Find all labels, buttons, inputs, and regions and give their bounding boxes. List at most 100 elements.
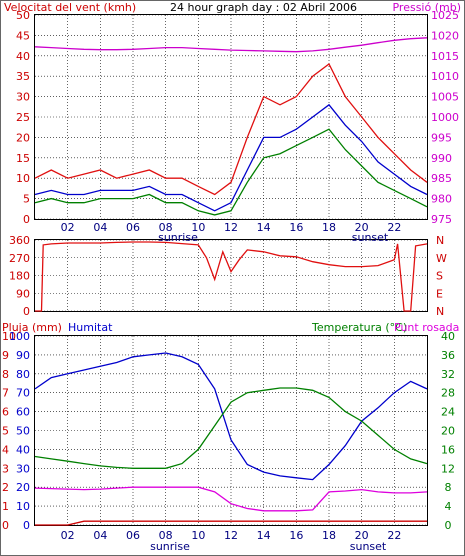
x-tick-label-bottom: 22 xyxy=(387,529,401,542)
wind-tick-label: 35 xyxy=(16,70,30,83)
x-tick-label-top: 22 xyxy=(387,221,401,234)
temperature-tick-label: 24 xyxy=(441,406,455,419)
rain-tick-label: 3 xyxy=(2,462,9,475)
pressure-tick-label: 1025 xyxy=(431,9,459,22)
x-tick-label-top: 02 xyxy=(61,221,75,234)
rain-tick-label: 7 xyxy=(2,387,9,400)
wind-panel-frame xyxy=(34,14,428,220)
x-tick-label-top: 16 xyxy=(289,221,303,234)
wind-tick-label: 30 xyxy=(16,91,30,104)
wind-tick-label: 20 xyxy=(16,131,30,144)
series-line-gust xyxy=(34,103,428,212)
wind-tick-label: 5 xyxy=(23,193,30,206)
pressure-tick-label: 975 xyxy=(431,213,452,226)
direction-tick-label: 90 xyxy=(16,287,30,300)
pressure-tick-label: 980 xyxy=(431,193,452,206)
rain-tick-label: 1 xyxy=(2,500,9,513)
temperature-tick-label: 40 xyxy=(441,330,455,343)
series-line-dewpoint xyxy=(34,486,428,512)
temperature-tick-label: 0 xyxy=(445,519,452,532)
x-tick-label-bottom: 20 xyxy=(355,529,369,542)
direction-tick-label: 270 xyxy=(9,252,30,265)
series-line-pressure xyxy=(34,37,428,53)
compass-tick-label: N xyxy=(436,234,444,247)
direction-tick-label: 180 xyxy=(9,270,30,283)
x-tick-label-bottom: 10 xyxy=(191,529,205,542)
pressure-tick-label: 1015 xyxy=(431,50,459,63)
x-tick-label-top: 18 xyxy=(322,221,336,234)
x-tick-label-top: 20 xyxy=(355,221,369,234)
wind-tick-label: 45 xyxy=(16,29,30,42)
rain-tick-label: 2 xyxy=(2,481,9,494)
wind-speed-label: Velocitat del vent (kmh) xyxy=(4,1,136,14)
series-layer xyxy=(34,37,428,526)
sunset-label-top: sunset xyxy=(352,231,389,244)
rain-tick-label: 0 xyxy=(2,519,9,532)
temperature-tick-label: 28 xyxy=(441,387,455,400)
wind-tick-label: 15 xyxy=(16,152,30,165)
rain-tick-label: 10 xyxy=(2,330,16,343)
direction-panel-frame xyxy=(34,239,428,312)
x-tick-label-top: 08 xyxy=(159,221,173,234)
temperature-tick-label: 4 xyxy=(445,500,452,513)
pressure-label: Pressió (mb) xyxy=(392,1,461,14)
humidity-tick-label: 0 xyxy=(23,519,30,532)
temperature-label: Temperatura (°C) xyxy=(311,321,407,334)
humidity-tick-label: 60 xyxy=(16,406,30,419)
humidity-tick-label: 40 xyxy=(16,443,30,456)
pressure-tick-label: 1020 xyxy=(431,29,459,42)
x-tick-label-bottom: 04 xyxy=(93,529,107,542)
series-line-wind_green xyxy=(34,128,428,216)
temperature-tick-label: 16 xyxy=(441,443,455,456)
humidity-tick-label: 30 xyxy=(16,462,30,475)
rain-label: Pluja (mm) xyxy=(2,321,62,334)
temperature-tick-label: 12 xyxy=(441,462,455,475)
wind-tick-label: 10 xyxy=(16,172,30,185)
x-tick-label-top: 10 xyxy=(191,221,205,234)
sunrise-label-top: sunrise xyxy=(158,231,198,244)
wind-tick-label: 50 xyxy=(16,9,30,22)
temperature-tick-label: 36 xyxy=(441,349,455,362)
x-tick-label-bottom: 08 xyxy=(159,529,173,542)
direction-tick-label: 360 xyxy=(9,234,30,247)
temperature-tick-label: 32 xyxy=(441,368,455,381)
x-tick-label-bottom: 14 xyxy=(257,529,271,542)
humidity-tick-label: 10 xyxy=(16,500,30,513)
humidity-panel-frame xyxy=(34,335,428,526)
rain-tick-label: 5 xyxy=(2,425,9,438)
temperature-tick-label: 20 xyxy=(441,425,455,438)
pressure-tick-label: 985 xyxy=(431,172,452,185)
humidity-tick-label: 80 xyxy=(16,368,30,381)
dewpoint-label: Punt rosada xyxy=(394,321,459,334)
tick-layer: 5045403530252015105010251020101510101005… xyxy=(2,9,459,542)
series-line-wind xyxy=(34,63,428,196)
compass-tick-label: E xyxy=(436,287,443,300)
x-tick-label-top: 06 xyxy=(126,221,140,234)
rain-tick-label: 6 xyxy=(2,406,9,419)
direction-tick-label: 0 xyxy=(23,305,30,318)
pressure-tick-label: 990 xyxy=(431,152,452,165)
x-tick-label-top: 14 xyxy=(257,221,271,234)
x-tick-label-bottom: 06 xyxy=(126,529,140,542)
x-tick-label-bottom: 12 xyxy=(224,529,238,542)
x-tick-label-bottom: 18 xyxy=(322,529,336,542)
wind-tick-label: 0 xyxy=(23,213,30,226)
series-line-rain xyxy=(35,520,427,526)
sunset-label-bottom: sunset xyxy=(350,540,387,553)
pressure-tick-label: 1005 xyxy=(431,91,459,104)
series-line-direction xyxy=(35,241,428,312)
x-tick-label-bottom: 16 xyxy=(289,529,303,542)
rain-tick-label: 8 xyxy=(2,368,9,381)
humidity-tick-label: 50 xyxy=(16,425,30,438)
x-tick-label-top: 12 xyxy=(224,221,238,234)
humidity-tick-label: 90 xyxy=(16,349,30,362)
wind-tick-label: 25 xyxy=(16,111,30,124)
sunrise-label-bottom: sunrise xyxy=(150,540,190,553)
pressure-tick-label: 1010 xyxy=(431,70,459,83)
rain-tick-label: 4 xyxy=(2,443,9,456)
compass-tick-label: S xyxy=(436,270,443,283)
humidity-tick-label: 70 xyxy=(16,387,30,400)
humidity-tick-label: 100 xyxy=(9,330,30,343)
graph-title: 24 hour graph day : 02 Abril 2006 xyxy=(170,1,357,14)
